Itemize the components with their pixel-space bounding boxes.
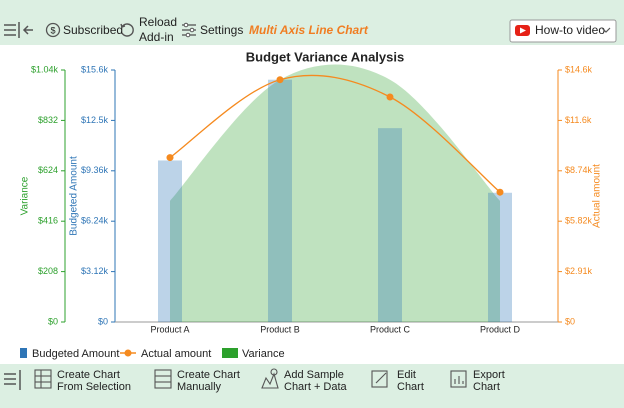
tick-label: $12.5k [81, 115, 109, 125]
tick-label: $208 [38, 266, 58, 276]
create-manually[interactable]: Create Chart Manually [177, 369, 240, 393]
export-chart[interactable]: Export Chart [473, 369, 505, 393]
tick-label: $416 [38, 216, 58, 226]
tick-label: $3.12k [81, 266, 109, 276]
reload-label: Add-in [139, 30, 174, 44]
legend-swatch [222, 348, 238, 358]
toolbar-label: Manually [177, 381, 222, 393]
chart: $0 $3.12k $6.24k $9.36k $12.5k $15.6k Budgeted… [20, 64, 603, 360]
toolbar-label: Create Chart [57, 369, 120, 381]
subscribed-label: Subscribed [63, 23, 123, 37]
tick-label: $0 [565, 316, 575, 326]
x-tick-label: Product B [260, 324, 300, 334]
subscribed-button[interactable]: $ Subscribed [45, 22, 124, 37]
x-tick-label: Product C [370, 324, 411, 334]
legend-label: Budgeted Amount [32, 348, 119, 360]
point [386, 93, 394, 101]
bar [268, 79, 292, 322]
bar [488, 192, 512, 322]
point [276, 76, 284, 84]
toolbar-label: Add Sample [284, 369, 344, 381]
line [169, 74, 501, 193]
chart-title: Budget Variance Analysis [246, 49, 404, 64]
tick-label: $832 [38, 115, 58, 125]
toolbar-label: Chart + Data [284, 381, 348, 393]
settings-label: Settings [200, 23, 243, 37]
axis-title: Budgeted Amount [69, 156, 80, 236]
tick-label: $0 [98, 316, 108, 326]
legend-swatch [20, 348, 27, 358]
point [166, 154, 174, 162]
point [496, 188, 504, 196]
reload-button[interactable]: Reload Add-in [120, 15, 177, 44]
tick-label: $5.82k [565, 216, 593, 226]
tick-label: $14.6k [565, 64, 593, 74]
tick-label: $8.74k [565, 165, 593, 175]
area [170, 64, 500, 322]
menu-icon[interactable] [4, 22, 33, 38]
toolbar-label: Create Chart [177, 369, 240, 381]
dollar-icon: $ [50, 25, 55, 35]
reload-label: Reload [139, 15, 177, 29]
edit-chart[interactable]: Edit Chart [397, 369, 424, 393]
add-sample[interactable]: Add Sample Chart + Data [284, 369, 348, 393]
create-from-selection[interactable]: Create Chart From Selection [57, 369, 131, 393]
toolbar-icons [34, 368, 467, 389]
video-label: How-to video [535, 23, 605, 37]
legend-label: Variance [242, 348, 285, 360]
menu-icon[interactable] [4, 370, 21, 390]
chart-name: Multi Axis Line Chart [249, 23, 369, 37]
video-button[interactable]: How-to video [509, 19, 617, 43]
tick-label: $9.36k [81, 165, 109, 175]
tick-label: $11.6k [565, 115, 592, 125]
tick-label: $15.6k [81, 64, 109, 74]
tick-label: $1.04k [31, 64, 59, 74]
legend-marker [124, 349, 132, 357]
tick-label: $2.91k [565, 266, 593, 276]
tick-label: $0 [48, 316, 58, 326]
x-tick-label: Product D [480, 324, 521, 334]
axis-title: Variance [20, 176, 31, 215]
x-tick-label: Product A [150, 324, 189, 334]
bar [158, 160, 182, 322]
toolbar-label: Export [473, 369, 505, 381]
toolbar-label: From Selection [57, 381, 131, 393]
bar [378, 128, 402, 322]
toolbar-label: Edit [397, 369, 416, 381]
axis-title: Actual amount [592, 164, 603, 228]
settings-button[interactable]: Settings [182, 22, 243, 38]
tick-label: $6.24k [81, 216, 109, 226]
toolbar-label: Chart [473, 381, 500, 393]
toolbar-label: Chart [397, 381, 424, 393]
bottom-toolbar [0, 364, 624, 408]
legend-label: Actual amount [141, 348, 211, 360]
tick-label: $624 [38, 165, 58, 175]
